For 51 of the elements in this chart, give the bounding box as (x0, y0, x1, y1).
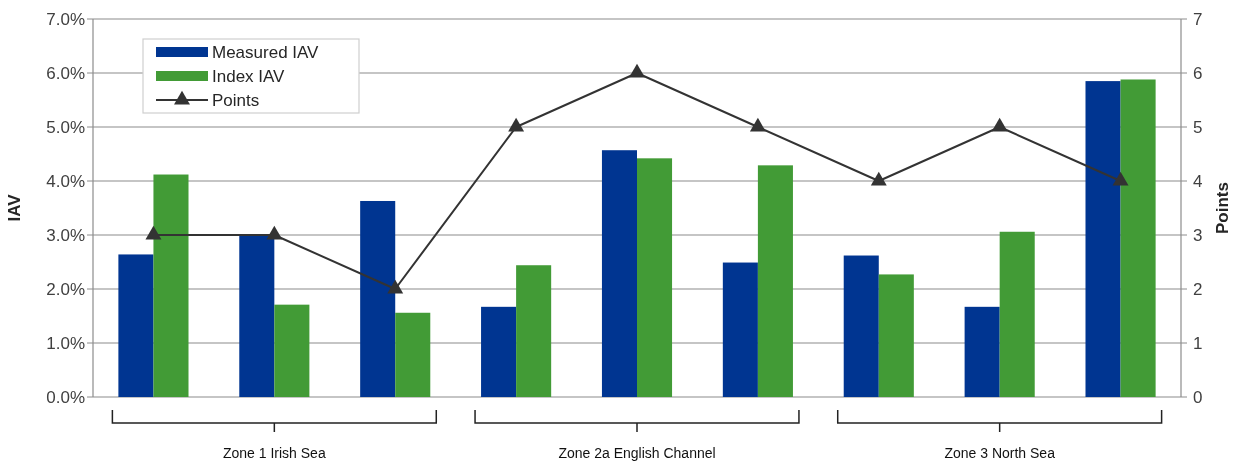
y-tick-label: 2.0% (46, 279, 85, 299)
bar (757, 165, 793, 397)
y2-tick-label: 3 (1193, 225, 1203, 245)
y2-tick-label: 2 (1193, 279, 1203, 299)
point (1112, 171, 1129, 186)
text: Zone 3 North Sea (944, 445, 1056, 461)
legend-label: Measured IAV (212, 42, 320, 62)
y2-tick-label: 5 (1193, 117, 1203, 137)
bar (843, 255, 879, 397)
point (266, 225, 283, 240)
bar (481, 306, 517, 397)
bar (964, 306, 1000, 397)
y2-tick-label: 6 (1193, 63, 1203, 83)
point (870, 171, 887, 186)
y-tick-label: 0.0% (46, 387, 85, 407)
point (629, 63, 645, 78)
point (508, 117, 525, 132)
point (749, 117, 766, 132)
y-tick-label: 3.0% (46, 225, 85, 245)
y2-tick-label: 1 (1193, 333, 1203, 353)
y-tick-label: 7.0% (46, 9, 85, 29)
bar (601, 150, 637, 397)
text: Zone 1 Irish Sea (222, 445, 326, 461)
bar (274, 304, 310, 397)
y2-tick-label: 4 (1193, 171, 1203, 191)
y-tick-label: 6.0% (46, 63, 85, 83)
y-tick-label: 1.0% (46, 333, 85, 353)
bar (1120, 79, 1156, 397)
y-tick-label: 5.0% (46, 117, 85, 137)
point (145, 225, 162, 240)
bar (239, 235, 275, 397)
y-tick-label: 4.0% (46, 171, 85, 191)
y2-tick-label: 0 (1193, 387, 1203, 407)
point (991, 117, 1008, 132)
text: Zone 2a English Channel (558, 445, 716, 461)
bar (153, 174, 189, 397)
bar (722, 262, 758, 397)
point (387, 279, 404, 294)
y2-tick-label: 7 (1193, 9, 1203, 29)
bar (395, 312, 431, 397)
bar (1085, 81, 1121, 397)
bar (516, 265, 552, 397)
legend-label: Points (212, 90, 260, 110)
bar (999, 231, 1035, 397)
legend-label: Index IAV (212, 66, 286, 86)
bar (360, 200, 396, 397)
bar (118, 254, 154, 397)
bar (878, 274, 914, 397)
y2-axis-title: Points (1213, 182, 1232, 234)
y-axis-title: IAV (5, 193, 24, 222)
bar (637, 158, 673, 397)
